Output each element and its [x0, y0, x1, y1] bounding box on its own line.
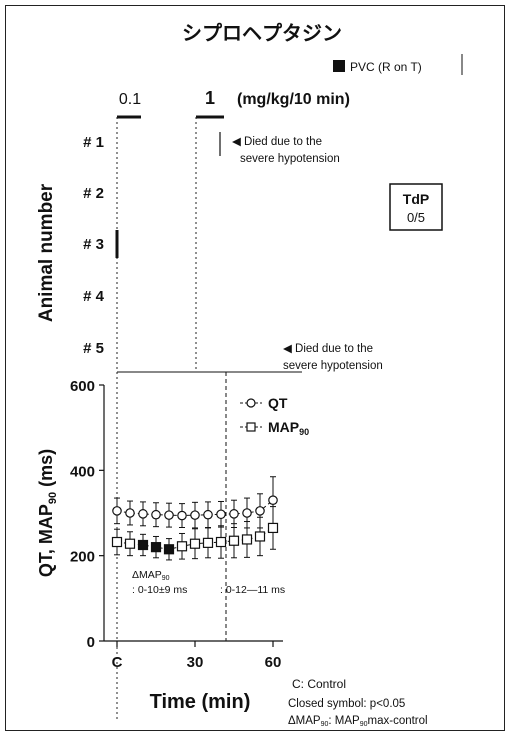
- animal-label-3: # 3: [83, 236, 104, 253]
- tdp-label: TdP: [403, 191, 429, 207]
- map90-point-8: [215, 536, 227, 548]
- svg-text:MAP90: MAP90: [268, 419, 309, 437]
- animal-label-5: # 5: [83, 340, 104, 357]
- qt-point-6: [190, 510, 200, 520]
- qt-point-2: [138, 509, 148, 519]
- map90-point-12: [267, 522, 279, 534]
- footnote-control: C: Control: [292, 677, 346, 691]
- map90-point-7: [202, 537, 214, 548]
- map90-point-0: [111, 536, 123, 548]
- qt-point-7: [203, 509, 213, 520]
- pvc-legend-swatch: [333, 60, 345, 72]
- map90-point-6: [189, 538, 201, 549]
- map90-point-5: [176, 541, 188, 552]
- death-note-1: ◀ Died due to the: [232, 136, 322, 148]
- dose-label-low: 0.1: [119, 91, 141, 108]
- delta-value-2: : 0-12—11 ms: [220, 584, 285, 596]
- death-note-5: ◀ Died due to the: [283, 343, 373, 355]
- bottom-ylabel: QT, MAP90 (ms): [36, 449, 59, 577]
- qt-point-9: [229, 509, 239, 519]
- legend-map-label: MAP: [268, 419, 299, 435]
- figure-frame: [5, 5, 505, 731]
- dose-label-high: 1: [205, 88, 215, 108]
- map90-point-2: [137, 539, 149, 551]
- dose-unit-label: (mg/kg/10 min): [237, 91, 350, 108]
- qt-point-8: [216, 509, 226, 520]
- y-tick-label-1: 200: [70, 549, 95, 566]
- animal-label-4: # 4: [83, 288, 105, 305]
- qt-point-1: [125, 508, 135, 518]
- animal-label-1: # 1: [83, 134, 104, 151]
- x-tick-label-2: 60: [265, 654, 282, 671]
- qt-point-12: [268, 495, 278, 505]
- footnote-delta: ΔMAP90: MAP90max-control: [288, 715, 428, 728]
- x-axis-title: Time (min): [150, 691, 251, 713]
- y-tick-label-2: 400: [70, 463, 95, 480]
- delta-value-1: : 0-10±9 ms: [132, 584, 187, 596]
- map90-point-11: [254, 531, 266, 542]
- legend-qt-label: QT: [268, 395, 288, 411]
- x-tick-label-1: 30: [187, 654, 204, 671]
- legend-map-sub: 90: [299, 427, 309, 437]
- qt-point-4: [164, 510, 174, 520]
- pvc-legend-label: PVC (R on T): [350, 60, 422, 74]
- qt-point-5: [177, 510, 187, 521]
- animal-label-2: # 2: [83, 185, 104, 202]
- chart-title: シプロヘプタジン: [182, 22, 342, 45]
- qt-point-11: [255, 506, 265, 516]
- footnote-closed: Closed symbol: p<0.05: [288, 698, 405, 710]
- map90-point-3: [150, 542, 162, 553]
- svg-text:QT, MAP90 (ms): QT, MAP90 (ms): [36, 449, 59, 577]
- top-ylabel: Animal number: [36, 183, 57, 322]
- map90-point-1: [124, 538, 136, 549]
- qt-point-3: [151, 509, 161, 520]
- map90-point-4: [163, 544, 175, 555]
- map90-point-9: [228, 535, 240, 546]
- qt-point-10: [242, 508, 252, 518]
- y-tick-label-3: 600: [70, 378, 95, 395]
- tdp-value: 0/5: [407, 210, 425, 225]
- map90-point-10: [241, 534, 253, 545]
- delta-sub: 90: [162, 575, 170, 582]
- svg-text:ΔMAP90: ΔMAP90: [132, 569, 170, 582]
- qt-point-0: [112, 506, 122, 516]
- y-tick-label-0: 0: [87, 634, 95, 651]
- x-tick-label-0: C: [112, 654, 123, 671]
- tdp-box: [389, 183, 443, 231]
- death-note-5b: severe hypotension: [283, 360, 383, 372]
- legend-map: MAP90: [240, 419, 309, 437]
- legend-qt: QT: [240, 395, 288, 411]
- delta-label: ΔMAP: [132, 569, 162, 581]
- plot-layer: 0 200 400 600 C 30 60: [70, 378, 281, 671]
- death-note-1b: severe hypotension: [240, 153, 340, 165]
